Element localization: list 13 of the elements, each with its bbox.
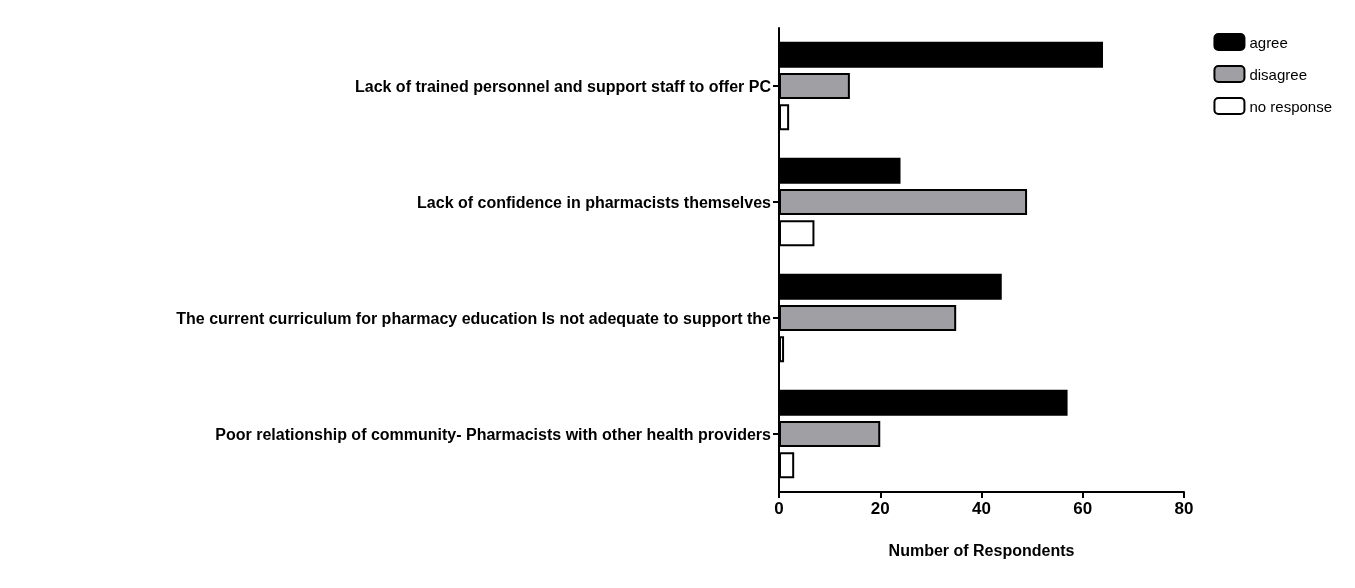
x-tick-label: 0	[774, 499, 784, 518]
x-tick-label: 60	[1073, 499, 1093, 518]
y-tick-label: Lack of confidence in pharmacists themselves	[417, 193, 772, 211]
legend-label: disagree	[1249, 65, 1307, 83]
x-tick-label: 20	[870, 499, 890, 518]
x-tick-label: 40	[972, 499, 991, 518]
y-tick-label: The current curriculum for pharmacy education Is not adequate to support the	[176, 309, 772, 327]
x-tick-label: 80	[1174, 499, 1194, 518]
y-tick-label: Lack of trained personnel and support staff to offer PC	[354, 77, 772, 95]
legend-label: no response	[1249, 97, 1332, 115]
legend-label: agree	[1249, 33, 1288, 51]
y-tick-label: Poor relationship of community- Pharmacists with other health providers	[215, 425, 772, 443]
x-axis-title: Number of Respondents	[888, 541, 1075, 559]
